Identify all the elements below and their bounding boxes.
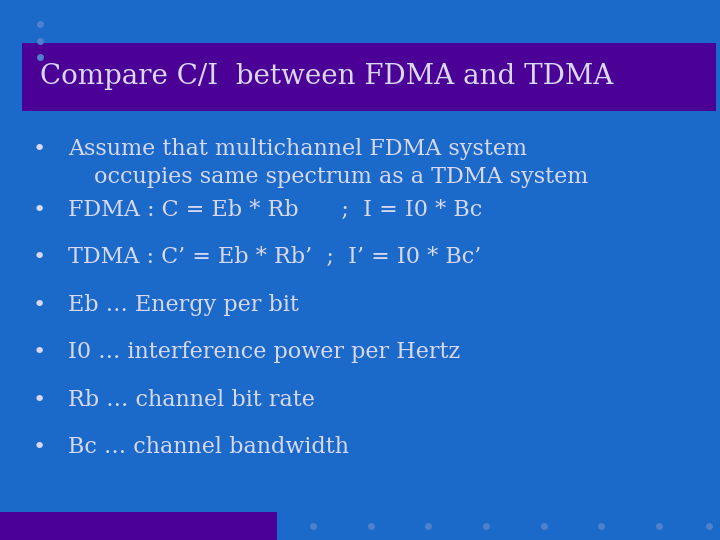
Text: •: • <box>33 390 46 410</box>
Text: •: • <box>33 200 46 220</box>
Text: FDMA : C = Eb * Rb      ;  I = I0 * Bc: FDMA : C = Eb * Rb ; I = I0 * Bc <box>68 199 482 221</box>
FancyBboxPatch shape <box>22 43 716 111</box>
Text: Bc … channel bandwidth: Bc … channel bandwidth <box>68 436 349 458</box>
Text: TDMA : C’ = Eb * Rb’  ;  I’ = I0 * Bc’: TDMA : C’ = Eb * Rb’ ; I’ = I0 * Bc’ <box>68 246 482 268</box>
Text: •: • <box>33 437 46 457</box>
Text: Eb … Energy per bit: Eb … Energy per bit <box>68 294 300 316</box>
Text: •: • <box>33 295 46 315</box>
Text: •: • <box>33 247 46 267</box>
Text: Rb … channel bit rate: Rb … channel bit rate <box>68 389 315 411</box>
Text: occupies same spectrum as a TDMA system: occupies same spectrum as a TDMA system <box>94 166 588 187</box>
Text: Compare C/I  between FDMA and TDMA: Compare C/I between FDMA and TDMA <box>40 63 613 90</box>
Text: Assume that multichannel FDMA system: Assume that multichannel FDMA system <box>68 138 527 159</box>
Text: I0 … interference power per Hertz: I0 … interference power per Hertz <box>68 341 461 363</box>
FancyBboxPatch shape <box>0 512 277 540</box>
Text: •: • <box>33 138 46 159</box>
Text: •: • <box>33 342 46 362</box>
